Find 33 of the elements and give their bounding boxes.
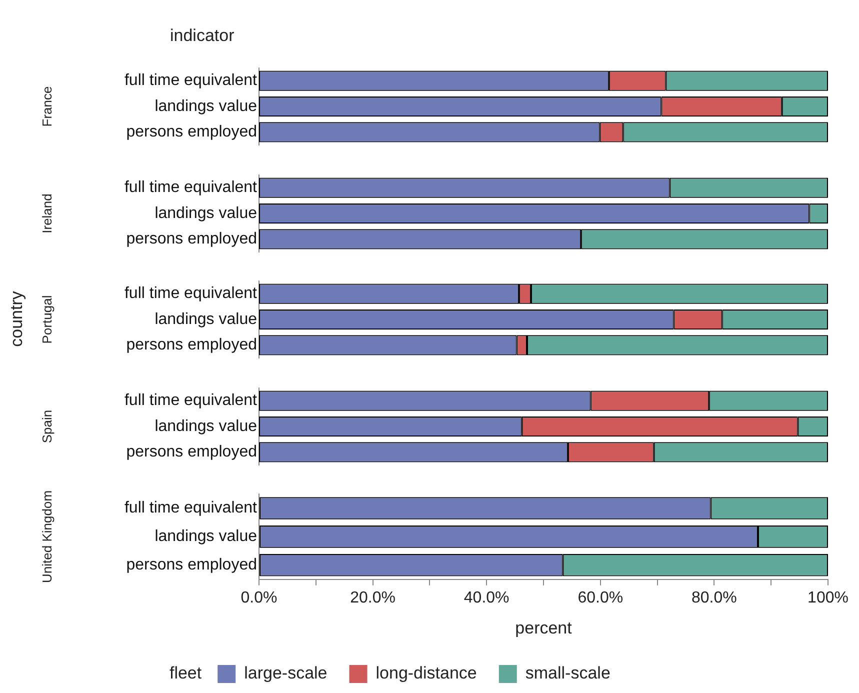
y-tick-label: persons employed: [126, 443, 257, 460]
y-tick-label: full time equivalent: [124, 285, 258, 302]
text: Ireland: [40, 193, 55, 233]
y-tick-label: full time equivalent: [124, 392, 258, 409]
y-tick-label: full time equivalent: [124, 178, 258, 196]
y-tick-label: persons employed: [126, 556, 257, 574]
x-tick-label: 100%: [808, 589, 848, 606]
y-tick-label: landings value: [154, 310, 258, 328]
y-tick-label: persons employed: [126, 124, 257, 141]
x-axis-title: percent: [515, 618, 572, 638]
x-tick-label: 40.0%: [464, 589, 510, 606]
legend-label: long-distance: [376, 664, 477, 683]
y-tick-label: landings value: [154, 417, 258, 434]
legend-label: small-scale: [525, 664, 610, 683]
y-axis-title: country: [6, 291, 27, 347]
y-tick-label: landings value: [154, 204, 258, 222]
y-tick-label: full time equivalent: [124, 500, 258, 517]
text: Portugal: [40, 295, 55, 344]
legend-label: large-scale: [244, 664, 328, 683]
legend-title: fleet: [169, 664, 202, 683]
y-tick-label: persons employed: [126, 336, 257, 354]
y-tick-label: full time equivalent: [124, 72, 258, 90]
y-tick-label: persons employed: [126, 230, 257, 248]
text: indicator: [170, 26, 234, 46]
x-tick-label: 0.0%: [240, 589, 278, 606]
text: United Kingdom: [40, 490, 55, 583]
x-tick-label: 60.0%: [578, 589, 624, 606]
y-tick-label: landings value: [154, 98, 258, 115]
y-tick-label: landings value: [154, 528, 258, 546]
x-tick-label: 20.0%: [350, 589, 396, 606]
x-tick-label: 80.0%: [692, 589, 737, 606]
text: France: [40, 86, 55, 127]
text: Spain: [40, 409, 55, 443]
